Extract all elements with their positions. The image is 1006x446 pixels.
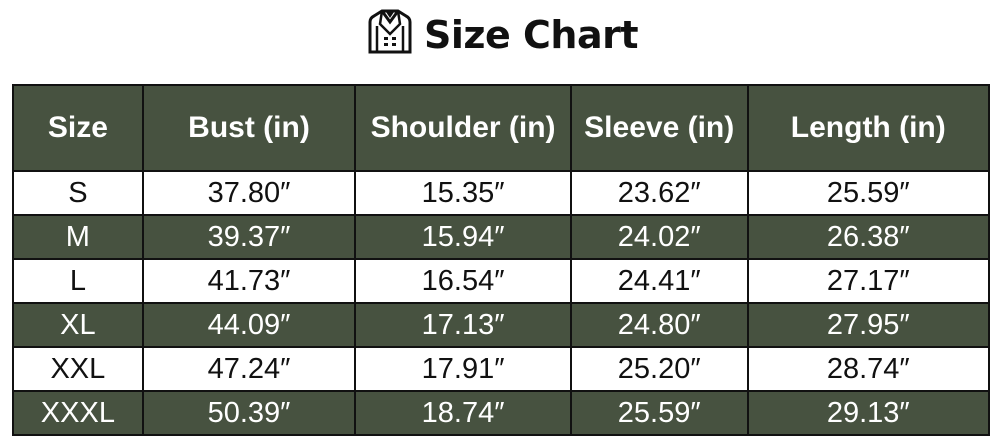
header-sleeve: Sleeve (in) bbox=[569, 84, 749, 172]
jacket-icon bbox=[368, 8, 412, 61]
table-row: M 39.37″ 15.94″ 24.02″ 26.38″ bbox=[12, 214, 991, 260]
cell-shoulder: 15.94″ bbox=[354, 214, 572, 260]
header-shoulder: Shoulder (in) bbox=[354, 84, 572, 172]
cell-bust: 41.73″ bbox=[141, 258, 357, 304]
cell-sleeve: 25.20″ bbox=[569, 346, 749, 392]
title-text: Size Chart bbox=[423, 12, 639, 57]
header-bust: Bust (in) bbox=[141, 84, 357, 172]
cell-shoulder: 17.91″ bbox=[354, 346, 572, 392]
header-row: Size Bust (in) Shoulder (in) Sleeve (in)… bbox=[12, 84, 991, 172]
cell-sleeve: 24.80″ bbox=[569, 302, 749, 348]
cell-size: M bbox=[12, 214, 144, 260]
cell-length: 25.59″ bbox=[746, 170, 991, 216]
cell-sleeve: 24.02″ bbox=[569, 214, 749, 260]
cell-shoulder: 15.35″ bbox=[354, 170, 572, 216]
table-row: S 37.80″ 15.35″ 23.62″ 25.59″ bbox=[12, 170, 991, 216]
cell-size: XXXL bbox=[12, 390, 144, 436]
cell-bust: 37.80″ bbox=[141, 170, 357, 216]
cell-length: 27.17″ bbox=[746, 258, 991, 304]
cell-size: XXL bbox=[12, 346, 144, 392]
table-row: XXXL 50.39″ 18.74″ 25.59″ 29.13″ bbox=[12, 390, 991, 436]
cell-size: S bbox=[12, 170, 144, 216]
cell-sleeve: 24.41″ bbox=[569, 258, 749, 304]
cell-length: 26.38″ bbox=[746, 214, 991, 260]
cell-shoulder: 18.74″ bbox=[354, 390, 572, 436]
cell-size: XL bbox=[12, 302, 144, 348]
cell-size: L bbox=[12, 258, 144, 304]
cell-sleeve: 23.62″ bbox=[569, 170, 749, 216]
cell-bust: 39.37″ bbox=[141, 214, 357, 260]
header-size: Size bbox=[12, 84, 144, 172]
table-row: L 41.73″ 16.54″ 24.41″ 27.17″ bbox=[12, 258, 991, 304]
cell-length: 28.74″ bbox=[746, 346, 991, 392]
cell-bust: 47.24″ bbox=[141, 346, 357, 392]
cell-length: 27.95″ bbox=[746, 302, 991, 348]
table-row: XXL 47.24″ 17.91″ 25.20″ 28.74″ bbox=[12, 346, 991, 392]
cell-shoulder: 16.54″ bbox=[354, 258, 572, 304]
size-chart-table: Size Bust (in) Shoulder (in) Sleeve (in)… bbox=[12, 84, 991, 436]
cell-sleeve: 25.59″ bbox=[569, 390, 749, 436]
cell-length: 29.13″ bbox=[746, 390, 991, 436]
page-title: Size Chart bbox=[0, 8, 1006, 61]
cell-bust: 44.09″ bbox=[141, 302, 357, 348]
cell-bust: 50.39″ bbox=[141, 390, 357, 436]
header-length: Length (in) bbox=[746, 84, 991, 172]
table-row: XL 44.09″ 17.13″ 24.80″ 27.95″ bbox=[12, 302, 991, 348]
cell-shoulder: 17.13″ bbox=[354, 302, 572, 348]
